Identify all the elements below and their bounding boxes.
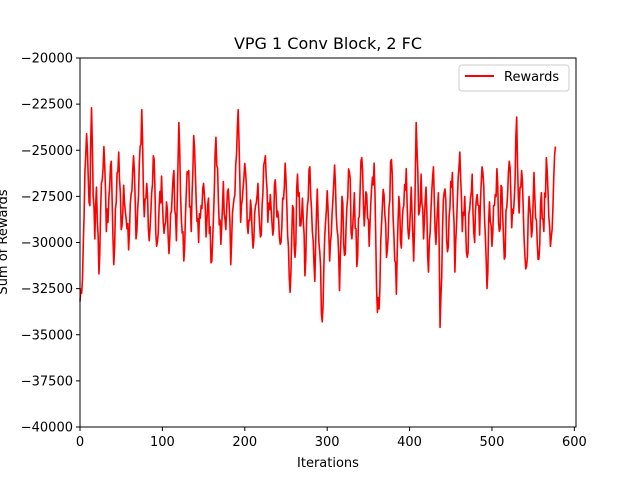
legend: Rewards [458,64,570,92]
x-tick-label: 600 [562,435,587,450]
y-tick-label: −20000 [21,52,73,67]
plot-background [80,58,576,427]
x-tick-label: 400 [397,435,422,450]
legend-label-rewards: Rewards [504,70,559,85]
series-layer [79,107,557,329]
y-tick-label: −25000 [21,144,73,159]
plot-area [79,57,577,428]
y-tick-label: −35000 [21,328,73,343]
x-tick-label: 300 [315,435,340,450]
y-tick-label: −30000 [21,236,73,251]
chart-title: VPG 1 Conv Block, 2 FC [234,34,422,53]
y-tick-label: −22500 [21,98,73,113]
x-axis-label: Iterations [297,456,359,471]
y-axis-label: Sum of Rewards [0,189,11,294]
y-tick-label: −32500 [21,282,73,297]
legend-box [458,64,570,92]
y-axis-ticks: −40000 −37500 −35000 −32500 −30000 −27500 −250… [21,52,80,436]
x-tick-label: 0 [76,435,84,450]
y-tick-label: −27500 [21,190,73,205]
series-line-rewards [79,107,557,329]
x-axis-ticks: 0 100 200 300 400 500 600 [76,427,587,450]
x-tick-label: 200 [232,435,257,450]
x-tick-label: 100 [150,435,175,450]
y-tick-label: −40000 [21,421,73,436]
x-tick-label: 500 [480,435,505,450]
y-tick-label: −37500 [21,374,73,389]
